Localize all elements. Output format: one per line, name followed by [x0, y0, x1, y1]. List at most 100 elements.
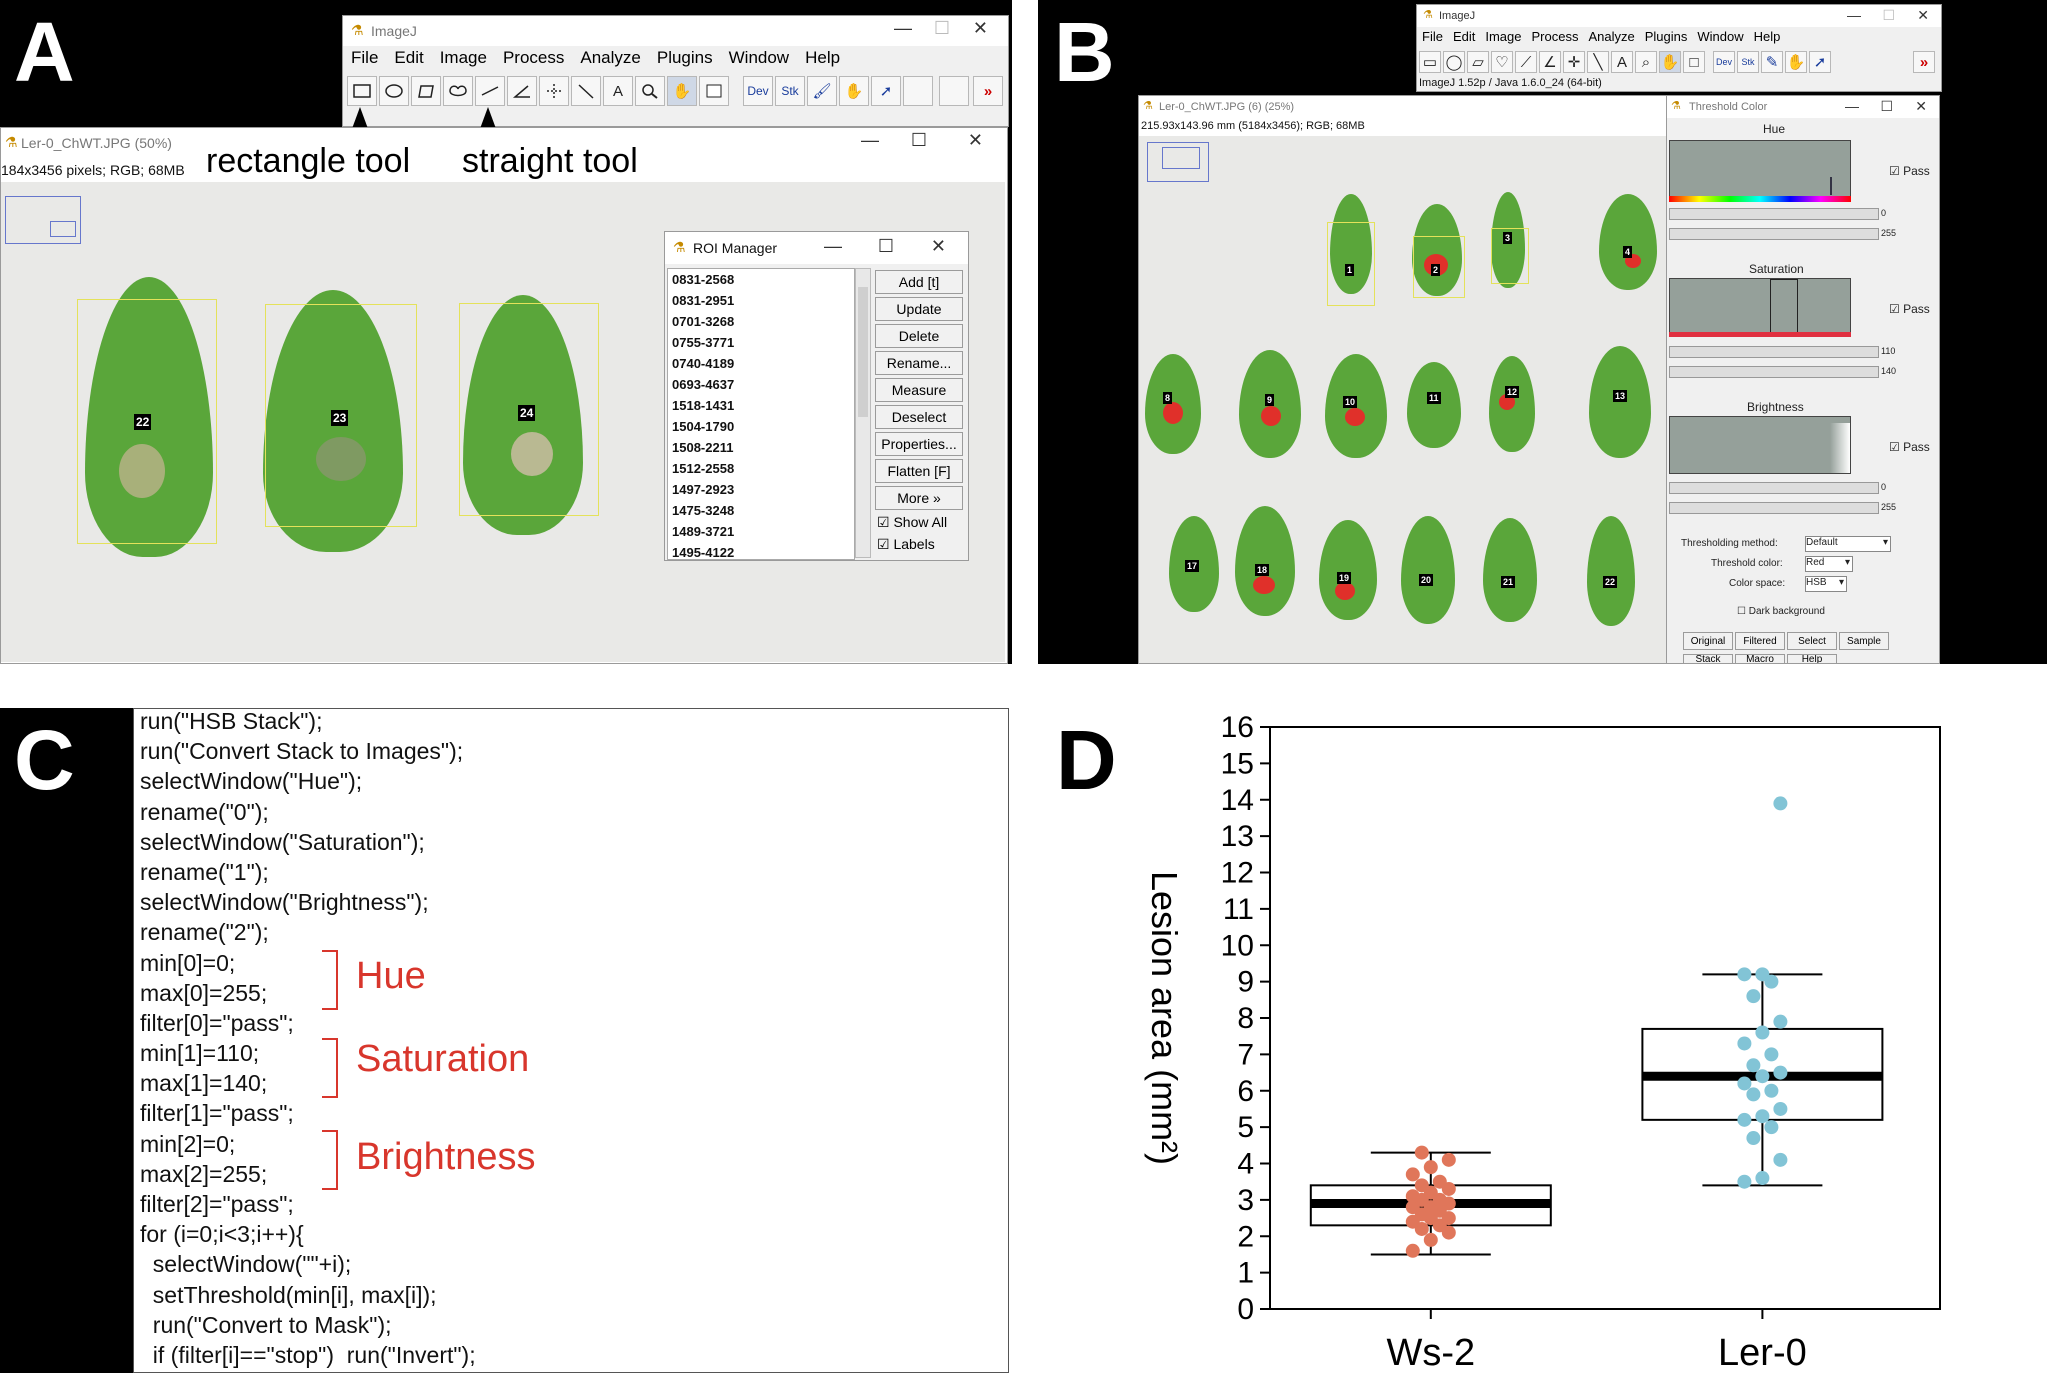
menu-process-b[interactable]: Process [1531, 29, 1579, 44]
arrow-tool-icon[interactable]: ➚ [871, 76, 901, 106]
more-button[interactable]: More » [875, 486, 963, 510]
menu-plugins-b[interactable]: Plugins [1644, 29, 1688, 44]
hue-pass-checkbox[interactable]: ☑ Pass [1889, 164, 1930, 178]
point-tool-icon[interactable] [539, 76, 569, 106]
roi-list-scrollbar[interactable] [855, 268, 871, 558]
list-item[interactable]: 0740-4189 [672, 356, 735, 371]
arrow-tool-icon-b[interactable]: ➚ [1809, 51, 1831, 73]
empty-tool-slot[interactable] [903, 76, 933, 106]
fill-tool-icon-b[interactable]: ✋ [1785, 51, 1807, 73]
leaf-image-b[interactable]: 1 2 3 4 8 9 10 11 12 13 17 18 19 [1139, 136, 1667, 663]
brush-tool-icon-b[interactable]: ✎ [1761, 51, 1783, 73]
dev-menu-button-b[interactable]: Dev [1713, 51, 1735, 73]
menu-analyze-b[interactable]: Analyze [1588, 29, 1635, 44]
labels-checkbox[interactable]: ☑ Labels [877, 536, 935, 552]
menu-window-b[interactable]: Window [1697, 29, 1744, 44]
line-tool-icon-b[interactable]: ⟋ [1515, 51, 1537, 73]
color-picker-icon-b[interactable]: □ [1683, 51, 1705, 73]
minimize-button[interactable]: — [894, 18, 912, 38]
oval-tool-icon-b[interactable]: ◯ [1443, 51, 1465, 73]
rectangle-tool-icon[interactable] [347, 76, 377, 106]
menu-window[interactable]: Window [728, 48, 790, 67]
color-select[interactable]: Red ▾ [1805, 556, 1853, 572]
show-all-checkbox[interactable]: ☑ Show All [877, 514, 948, 530]
measure-button[interactable]: Measure [875, 378, 963, 402]
update-button[interactable]: Update [875, 297, 963, 321]
list-item[interactable]: 1508-2211 [672, 440, 734, 455]
hand-tool-icon-b[interactable]: ✋ [1659, 51, 1681, 73]
menu-plugins[interactable]: Plugins [656, 48, 713, 67]
maximize-button-2[interactable]: ☐ [910, 130, 927, 150]
menu-process[interactable]: Process [502, 48, 565, 67]
stk-menu-button[interactable]: Stk [775, 76, 805, 106]
hue-max-slider[interactable] [1669, 228, 1879, 240]
roi-list[interactable]: 0831-2568 0831-2951 0701-3268 0755-3771 … [667, 268, 855, 560]
list-item[interactable]: 0831-2951 [672, 293, 735, 308]
polygon-tool-icon[interactable] [411, 76, 441, 106]
empty-tool-slot-2[interactable] [939, 76, 969, 106]
rectangle-tool-icon-b[interactable]: ▭ [1419, 51, 1441, 73]
minimize-button-b[interactable]: — [1847, 7, 1861, 23]
properties-button[interactable]: Properties... [875, 432, 963, 456]
rename-button[interactable]: Rename... [875, 351, 963, 375]
close-button-b[interactable]: ✕ [1917, 7, 1929, 23]
list-item[interactable]: 1495-4122 [672, 545, 735, 560]
threshold-close-button[interactable]: ✕ [1915, 98, 1927, 114]
color-picker-tool-icon[interactable] [699, 76, 729, 106]
more-tools-button[interactable]: » [973, 76, 1003, 106]
roi-box-22[interactable] [77, 299, 217, 544]
original-button[interactable]: Original [1683, 632, 1733, 650]
roi-box-23[interactable] [265, 304, 417, 527]
menu-help[interactable]: Help [805, 48, 841, 67]
list-item[interactable]: 0701-3268 [672, 314, 735, 329]
roi-maximize-button[interactable]: ☐ [877, 236, 894, 256]
saturation-min-slider[interactable] [1669, 346, 1879, 358]
menu-edit[interactable]: Edit [394, 48, 424, 67]
menu-file-b[interactable]: File [1422, 29, 1443, 44]
select-button[interactable]: Select [1787, 632, 1837, 650]
wand-tool-icon-b[interactable]: ╲ [1587, 51, 1609, 73]
wand-tool-icon[interactable] [571, 76, 601, 106]
roi-close-button[interactable]: ✕ [930, 236, 946, 256]
maximize-button-b[interactable]: ☐ [1882, 7, 1895, 23]
menu-analyze[interactable]: Analyze [580, 48, 641, 67]
freehand-tool-icon-b[interactable]: ♡ [1491, 51, 1513, 73]
saturation-pass-checkbox[interactable]: ☑ Pass [1889, 302, 1930, 316]
saturation-max-slider[interactable] [1669, 366, 1879, 378]
angle-tool-icon[interactable] [507, 76, 537, 106]
list-item[interactable]: 1475-3248 [672, 503, 735, 518]
menu-file[interactable]: File [351, 48, 379, 67]
close-button[interactable]: ✕ [972, 18, 988, 38]
hue-min-slider[interactable] [1669, 208, 1879, 220]
flatten-button[interactable]: Flatten [F] [875, 459, 963, 483]
filtered-button[interactable]: Filtered [1735, 632, 1785, 650]
list-item[interactable]: 0755-3771 [672, 335, 735, 350]
roi-box-1[interactable] [1327, 222, 1375, 306]
magnifier-tool-icon[interactable] [635, 76, 665, 106]
hand-tool-icon[interactable]: ✋ [667, 76, 697, 106]
stk-menu-button-b[interactable]: Stk [1737, 51, 1759, 73]
more-tools-button-b[interactable]: » [1913, 51, 1935, 73]
menu-image[interactable]: Image [439, 48, 487, 67]
threshold-minimize-button[interactable]: — [1845, 98, 1859, 114]
threshold-maximize-button[interactable]: ☐ [1880, 98, 1893, 114]
list-item[interactable]: 1512-2558 [672, 461, 735, 476]
delete-button[interactable]: Delete [875, 324, 963, 348]
list-item[interactable]: 1518-1431 [672, 398, 735, 413]
roi-box-2[interactable] [1413, 236, 1465, 298]
space-select[interactable]: HSB ▾ [1805, 576, 1847, 592]
stack-button[interactable]: Stack [1683, 654, 1733, 664]
menu-help-b[interactable]: Help [1753, 29, 1781, 44]
list-item[interactable]: 1504-1790 [672, 419, 735, 434]
deselect-button[interactable]: Deselect [875, 405, 963, 429]
maximize-button[interactable]: ☐ [933, 18, 950, 38]
sample-button[interactable]: Sample [1839, 632, 1889, 650]
polygon-tool-icon-b[interactable]: ▱ [1467, 51, 1489, 73]
help-button[interactable]: Help [1787, 654, 1837, 664]
angle-tool-icon-b[interactable]: ∠ [1539, 51, 1561, 73]
oval-tool-icon[interactable] [379, 76, 409, 106]
list-item[interactable]: 0831-2568 [672, 272, 735, 287]
text-tool-icon[interactable]: A [603, 76, 633, 106]
point-tool-icon-b[interactable]: ✛ [1563, 51, 1585, 73]
brightness-max-slider[interactable] [1669, 502, 1879, 514]
